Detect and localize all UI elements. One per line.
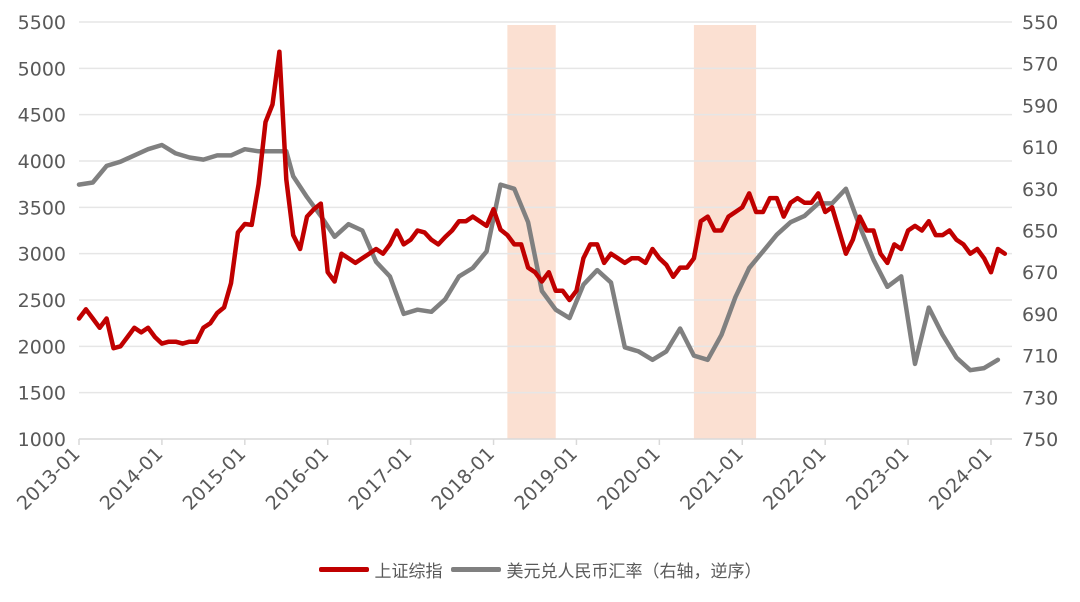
x-tick-label: 2021-01 bbox=[676, 443, 748, 515]
x-tick-label: 2022-01 bbox=[759, 443, 831, 515]
usdcny-rate-line bbox=[76, 142, 1001, 373]
x-tick-label: 2014-01 bbox=[96, 443, 168, 515]
right-y-tick-label: 690 bbox=[1022, 304, 1058, 326]
right-y-tick-label: 570 bbox=[1022, 54, 1058, 76]
x-axis: 2013-01 2014-01 2015-01 2016-01 2017-01 2018-… bbox=[13, 438, 1012, 515]
x-tick-label: 2013-01 bbox=[13, 443, 85, 515]
x-tick-label: 2023-01 bbox=[842, 443, 914, 515]
series-lines bbox=[76, 49, 1008, 373]
left-y-tick-label: 5000 bbox=[18, 58, 66, 80]
sse-index-line bbox=[76, 49, 1008, 351]
x-tick-label: 2015-01 bbox=[179, 443, 251, 515]
left-y-tick-label: 1500 bbox=[18, 383, 66, 405]
gridlines bbox=[79, 21, 1012, 394]
shaded-periods bbox=[507, 25, 757, 439]
left-y-tick-label: 1000 bbox=[18, 429, 66, 451]
left-y-tick-label: 5500 bbox=[18, 12, 66, 34]
right-y-tick-label: 550 bbox=[1022, 12, 1058, 34]
x-tick-label: 2017-01 bbox=[344, 443, 416, 515]
left-y-tick-label: 3500 bbox=[18, 197, 66, 219]
legend-swatch-usdcny bbox=[450, 567, 501, 572]
left-y-tick-label: 2500 bbox=[18, 290, 66, 312]
right-y-tick-label: 670 bbox=[1022, 262, 1058, 284]
right-y-tick-label: 610 bbox=[1022, 137, 1058, 159]
left-y-tick-label: 3000 bbox=[18, 244, 66, 266]
right-y-tick-label: 710 bbox=[1022, 346, 1058, 368]
right-y-tick-label: 630 bbox=[1022, 179, 1058, 201]
left-y-tick-label: 4500 bbox=[18, 105, 66, 127]
legend-item-sse[interactable]: 上证综指 bbox=[318, 557, 443, 582]
right-y-axis-labels: 550 570 590 610 630 650 670 690 710 730 750 bbox=[1022, 12, 1058, 451]
left-y-tick-label: 2000 bbox=[18, 336, 66, 358]
legend: 上证综指 美元兑人民币汇率（右轴，逆序） bbox=[0, 557, 1080, 582]
legend-label-sse: 上证综指 bbox=[374, 562, 443, 582]
x-tick-label: 2018-01 bbox=[427, 443, 499, 515]
legend-swatch-sse bbox=[318, 567, 369, 572]
x-tick-label: 2024-01 bbox=[925, 443, 997, 515]
x-tick-label: 2020-01 bbox=[593, 443, 665, 515]
shaded-period-2 bbox=[693, 25, 757, 439]
right-y-tick-label: 730 bbox=[1022, 387, 1058, 409]
right-y-tick-label: 590 bbox=[1022, 95, 1058, 117]
right-y-tick-label: 750 bbox=[1022, 429, 1058, 451]
right-y-tick-label: 650 bbox=[1022, 221, 1058, 243]
x-tick-label: 2016-01 bbox=[262, 443, 334, 515]
legend-label-usdcny: 美元兑人民币汇率（右轴，逆序） bbox=[506, 562, 762, 582]
left-y-axis-labels: 1000 1500 2000 2500 3000 3500 4000 4500 5000 5500 bbox=[18, 12, 66, 451]
legend-item-usdcny[interactable]: 美元兑人民币汇率（右轴，逆序） bbox=[450, 557, 762, 582]
left-y-tick-label: 4000 bbox=[18, 151, 66, 173]
x-tick-label: 2019-01 bbox=[510, 443, 582, 515]
